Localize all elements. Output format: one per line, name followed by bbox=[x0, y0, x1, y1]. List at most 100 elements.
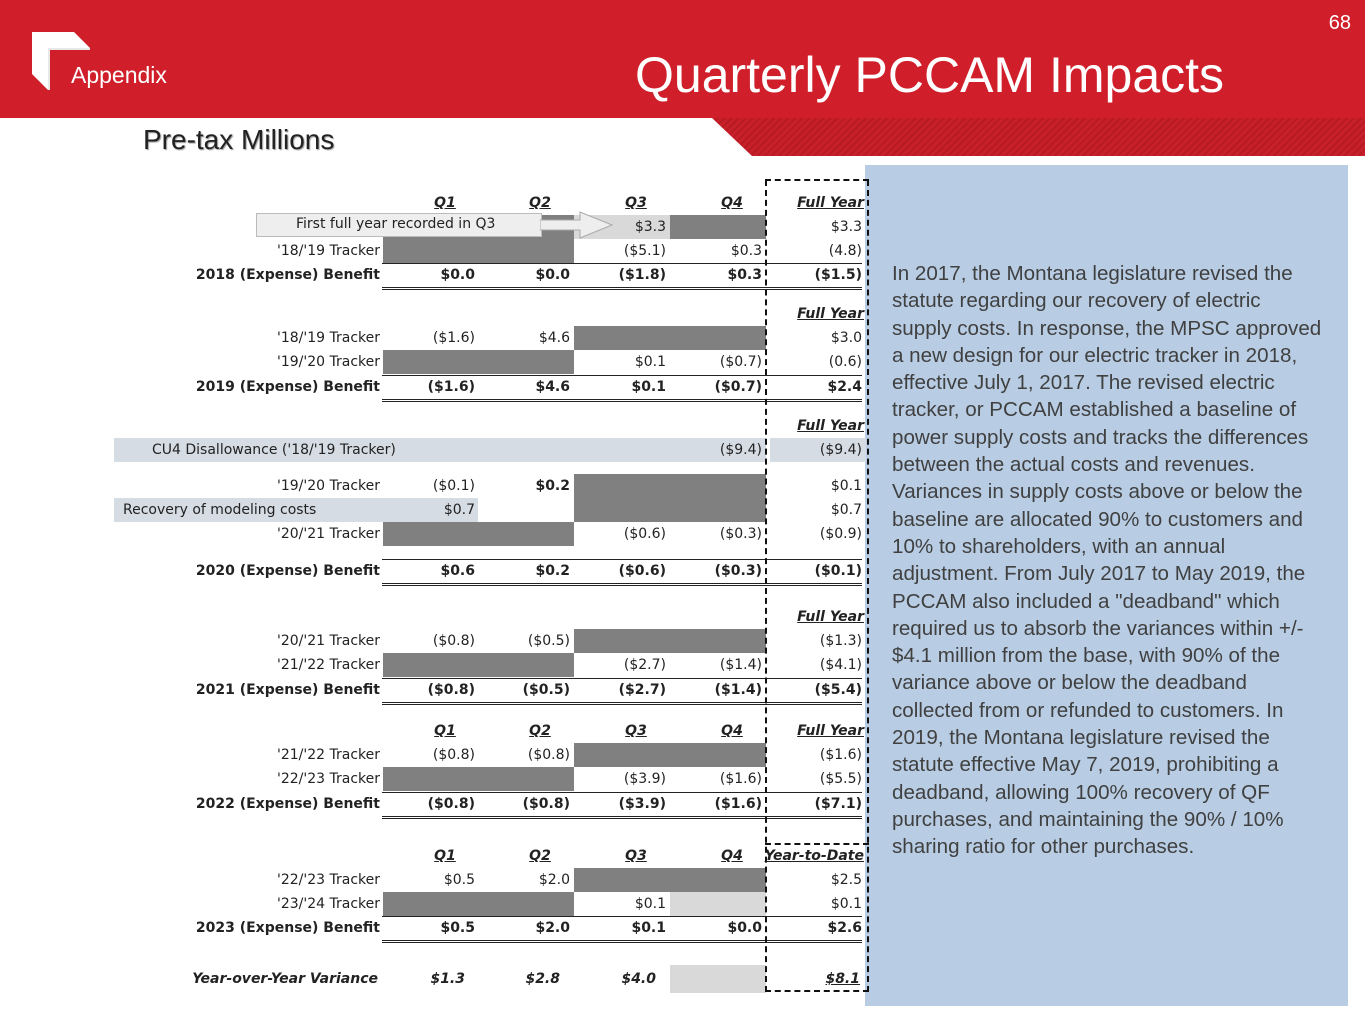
total-double-rule bbox=[382, 399, 862, 402]
empty-shaded-cell bbox=[383, 239, 574, 263]
full-year-header: Full Year bbox=[797, 306, 864, 322]
full-year-value: ($1.5) bbox=[814, 267, 862, 283]
quarter-header: Q1 bbox=[434, 195, 456, 211]
quarter-header: Q2 bbox=[529, 848, 551, 864]
quarter-header: Q3 bbox=[625, 848, 647, 864]
total-rule bbox=[382, 916, 862, 917]
full-year-value: ($5.4) bbox=[814, 682, 862, 698]
value-cell: $0.2 bbox=[535, 563, 570, 579]
row-label: Recovery of modeling costs bbox=[123, 502, 317, 518]
callout-box bbox=[256, 213, 542, 237]
full-year-box-bottom bbox=[765, 990, 869, 992]
full-year-box-right bbox=[867, 180, 869, 992]
value-cell: $4.6 bbox=[538, 330, 570, 346]
value-cell: ($0.6) bbox=[618, 563, 666, 579]
value-cell: $0.1 bbox=[631, 379, 666, 395]
value-cell: ($0.8) bbox=[432, 633, 475, 649]
value-cell: ($5.1) bbox=[623, 243, 666, 259]
empty-shaded-cell bbox=[574, 629, 766, 653]
value-cell: ($0.5) bbox=[522, 682, 570, 698]
full-year-value: $0.1 bbox=[830, 896, 862, 912]
value-cell: $0.5 bbox=[443, 872, 475, 888]
full-year-value: $3.0 bbox=[830, 330, 862, 346]
value-cell: ($0.8) bbox=[427, 682, 475, 698]
row-label: '19/'20 Tracker bbox=[277, 354, 380, 370]
empty-shaded-cell bbox=[383, 350, 574, 374]
table-subtitle: Pre-tax Millions bbox=[143, 124, 335, 155]
value-cell: ($3.9) bbox=[618, 796, 666, 812]
value-cell: ($0.7) bbox=[719, 354, 762, 370]
full-year-value: ($4.1) bbox=[819, 657, 862, 673]
page-number: 68 bbox=[1328, 12, 1351, 34]
full-year-header: Full Year bbox=[797, 195, 864, 211]
value-cell: $0.1 bbox=[631, 920, 666, 936]
quarter-header: Q2 bbox=[529, 195, 551, 211]
quarter-header: Q2 bbox=[529, 723, 551, 739]
quarter-header: Q4 bbox=[721, 195, 743, 211]
value-cell: $0.1 bbox=[634, 354, 666, 370]
row-label: '21/'22 Tracker bbox=[277, 747, 380, 763]
value-cell: ($0.8) bbox=[522, 796, 570, 812]
value-cell: ($0.8) bbox=[432, 747, 475, 763]
empty-shaded-cell bbox=[383, 522, 574, 546]
value-cell: ($0.3) bbox=[719, 526, 762, 542]
quarter-header: Q3 bbox=[625, 723, 647, 739]
row-label: 2018 (Expense) Benefit bbox=[195, 267, 380, 283]
empty-light-cell bbox=[670, 965, 766, 993]
value-cell: ($0.5) bbox=[527, 633, 570, 649]
value-cell: ($1.4) bbox=[714, 682, 762, 698]
row-label: 2021 (Expense) Benefit bbox=[195, 682, 380, 698]
ytd-box-top bbox=[765, 843, 869, 845]
full-year-value: $8.1 bbox=[825, 971, 860, 987]
value-cell: $4.0 bbox=[621, 971, 656, 987]
total-double-rule bbox=[382, 940, 862, 943]
quarter-header: Q4 bbox=[721, 723, 743, 739]
row-label: 2019 (Expense) Benefit bbox=[195, 379, 380, 395]
full-year-value: $2.6 bbox=[827, 920, 862, 936]
header-stripe bbox=[712, 118, 1365, 156]
total-double-rule bbox=[382, 287, 862, 290]
value-cell: $2.0 bbox=[538, 872, 570, 888]
row-label: '22/'23 Tracker bbox=[277, 771, 380, 787]
recovery-band bbox=[114, 498, 478, 522]
empty-shaded-cell bbox=[383, 767, 574, 791]
value-cell: $0.3 bbox=[727, 267, 762, 283]
section-label: Appendix bbox=[71, 62, 167, 88]
disallowance-band bbox=[114, 438, 766, 462]
full-year-value: ($9.4) bbox=[819, 442, 862, 458]
full-year-header: Full Year bbox=[797, 723, 864, 739]
empty-shaded-cell bbox=[574, 743, 766, 767]
row-label: '23/'24 Tracker bbox=[277, 896, 380, 912]
value-cell: $0.0 bbox=[727, 920, 762, 936]
callout-arrow-icon bbox=[540, 211, 614, 239]
value-cell: $2.8 bbox=[525, 971, 560, 987]
quarter-header: Q1 bbox=[434, 723, 456, 739]
value-cell: ($0.1) bbox=[432, 478, 475, 494]
value-cell: $3.3 bbox=[634, 219, 666, 235]
row-label: '20/'21 Tracker bbox=[277, 526, 380, 542]
total-double-rule bbox=[382, 702, 862, 705]
value-cell: ($1.6) bbox=[719, 771, 762, 787]
empty-shaded-cell bbox=[574, 474, 766, 498]
row-label: 2020 (Expense) Benefit bbox=[195, 563, 380, 579]
row-label: Year-over-Year Variance bbox=[192, 971, 378, 987]
row-label: CU4 Disallowance ('18/'19 Tracker) bbox=[152, 442, 396, 458]
disallowance-band-fy bbox=[770, 438, 866, 462]
full-year-value: ($7.1) bbox=[814, 796, 862, 812]
full-year-header: Full Year bbox=[797, 609, 864, 625]
row-label: '20/'21 Tracker bbox=[277, 633, 380, 649]
value-cell: ($3.9) bbox=[623, 771, 666, 787]
total-double-rule bbox=[382, 583, 862, 586]
value-cell: ($0.6) bbox=[623, 526, 666, 542]
explanation-text: In 2017, the Montana legislature revised… bbox=[892, 262, 1322, 859]
value-cell: ($1.4) bbox=[719, 657, 762, 673]
full-year-value: $2.5 bbox=[830, 872, 862, 888]
full-year-header: Full Year bbox=[797, 418, 864, 434]
total-rule bbox=[382, 263, 862, 264]
slide-title: Quarterly PCCAM Impacts bbox=[635, 47, 1225, 103]
quarter-header: Q1 bbox=[434, 848, 456, 864]
total-double-rule bbox=[382, 816, 862, 819]
row-label: 2022 (Expense) Benefit bbox=[195, 796, 380, 812]
empty-shaded-cell bbox=[383, 653, 574, 677]
quarter-header: Q3 bbox=[625, 195, 647, 211]
